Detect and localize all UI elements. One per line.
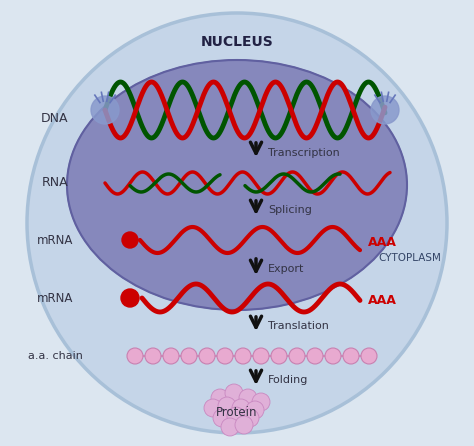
Circle shape [241, 409, 259, 427]
Circle shape [307, 348, 323, 364]
Circle shape [181, 348, 197, 364]
Circle shape [246, 401, 264, 419]
Circle shape [371, 96, 399, 124]
Circle shape [91, 96, 119, 124]
Circle shape [325, 348, 341, 364]
Circle shape [271, 348, 287, 364]
Text: mRNA: mRNA [37, 292, 73, 305]
Circle shape [218, 397, 236, 415]
Text: Splicing: Splicing [268, 205, 312, 215]
Text: mRNA: mRNA [37, 234, 73, 247]
Text: Transcription: Transcription [268, 148, 340, 158]
Text: RNA: RNA [42, 177, 68, 190]
Circle shape [163, 348, 179, 364]
Circle shape [199, 348, 215, 364]
Circle shape [204, 399, 222, 417]
Text: CYTOPLASM: CYTOPLASM [379, 253, 441, 263]
Circle shape [289, 348, 305, 364]
Circle shape [253, 348, 269, 364]
Circle shape [217, 348, 233, 364]
Circle shape [122, 232, 138, 248]
Circle shape [221, 418, 239, 436]
Circle shape [235, 416, 253, 434]
Text: Export: Export [268, 264, 304, 274]
Circle shape [27, 13, 447, 433]
Circle shape [239, 389, 257, 407]
Circle shape [211, 389, 229, 407]
Text: Translation: Translation [268, 321, 329, 331]
Circle shape [232, 399, 250, 417]
Circle shape [343, 348, 359, 364]
Text: DNA: DNA [41, 112, 69, 124]
Circle shape [213, 409, 231, 427]
Text: Folding: Folding [268, 375, 309, 385]
Text: NUCLEUS: NUCLEUS [201, 35, 273, 49]
Text: AAA: AAA [368, 293, 397, 306]
Circle shape [225, 384, 243, 402]
Text: AAA: AAA [368, 235, 397, 248]
Text: a.a. chain: a.a. chain [27, 351, 82, 361]
Circle shape [127, 348, 143, 364]
Circle shape [227, 407, 245, 425]
Text: Protein: Protein [216, 405, 258, 418]
Ellipse shape [67, 60, 407, 310]
Circle shape [361, 348, 377, 364]
Circle shape [121, 289, 139, 307]
Circle shape [235, 348, 251, 364]
Circle shape [252, 393, 270, 411]
Circle shape [145, 348, 161, 364]
